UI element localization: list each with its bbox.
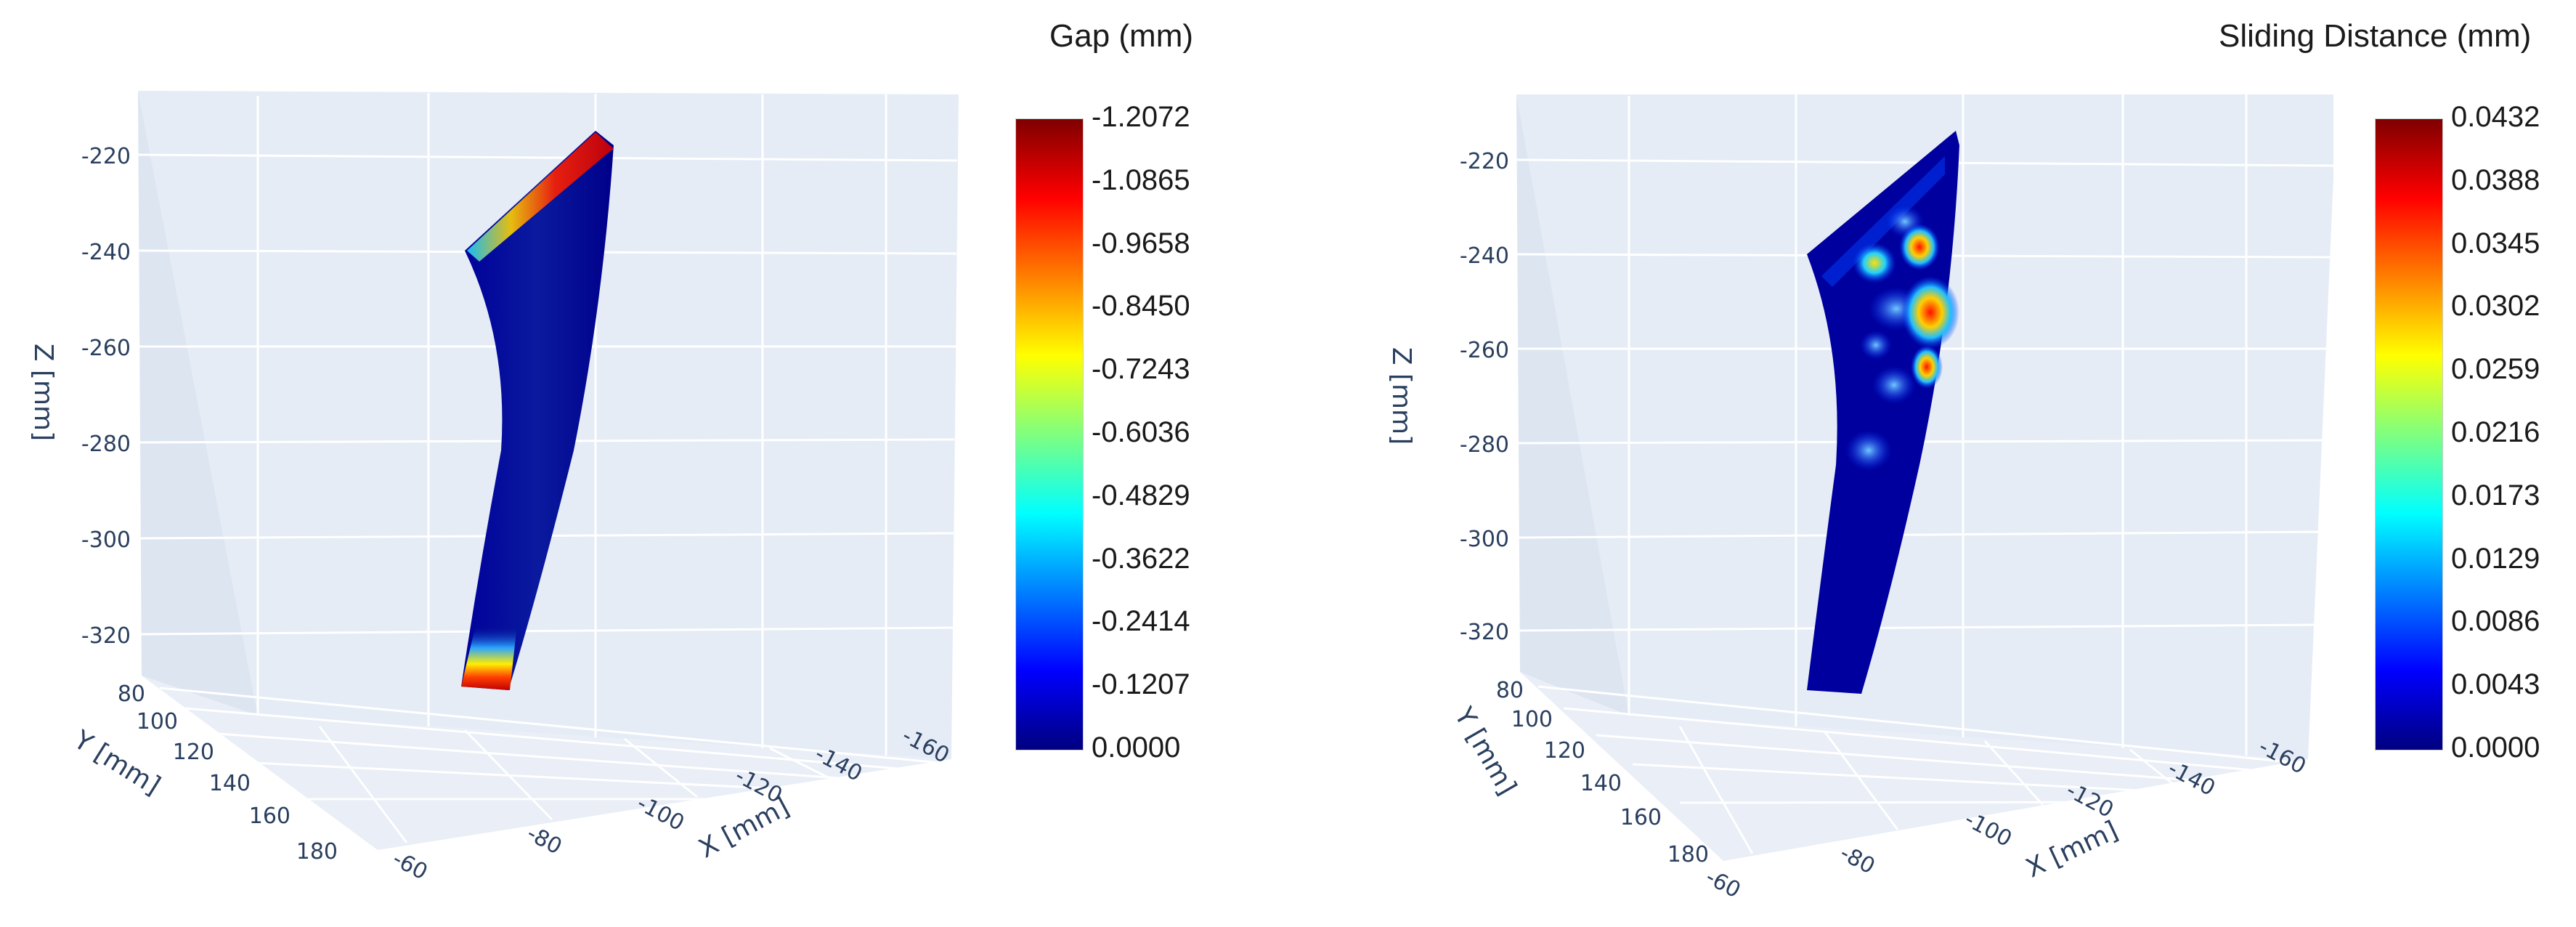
colorbar-tick-label: -0.4829 [1092,479,1190,511]
colorbar-tick-label: -0.1207 [1092,668,1190,701]
z-tick: -240 [81,240,131,265]
y-tick: 140 [209,771,251,796]
y-tick: 120 [1544,738,1585,764]
colorbar-tick-label: 0.0388 [2451,163,2540,196]
side-wall-plane [1516,94,1629,716]
y-tick: 120 [173,740,214,765]
gap-colorbar-title: Gap (mm) [1049,18,1193,54]
z-tick: -300 [1460,527,1509,552]
sliding-surface [1807,131,1959,694]
floor-plane [142,676,951,850]
y-axis-title: Y [mm] [68,724,166,801]
y-tick: 180 [1667,842,1709,867]
y-axis-ticks: 80 100 120 140 160 180 [118,681,338,865]
colorbar-tick-label: -0.7243 [1092,353,1190,386]
colorbar-tick-label: 0.0086 [2451,605,2540,638]
side-wall-plane [138,91,258,716]
z-axis-title: Z [mm] [1386,347,1416,445]
colorbar-tick-label: -0.2414 [1092,605,1190,638]
z-tick: -260 [81,336,131,361]
y-tick: 100 [1511,707,1553,732]
sliding-colorbar [2375,118,2443,750]
y-tick: 180 [296,839,338,865]
sliding-3d-scene[interactable]: -220 -240 -260 -280 -300 -320 Z [mm] 80 … [1288,0,2333,927]
colorbar-tick-label: 0.0000 [1092,732,1181,764]
x-tick: -60 [1702,865,1745,904]
y-tick: 160 [249,803,290,829]
floor-plane [1520,672,2308,861]
colorbar-tick-label: -1.0865 [1092,163,1190,196]
y-tick: 80 [1496,678,1524,703]
colorbar-tick-label: -0.8450 [1092,290,1190,323]
z-tick: -320 [81,623,131,649]
colorbar-tick-label: 0.0259 [2451,353,2540,386]
colorbar-tick-label: 0.0302 [2451,290,2540,323]
z-tick: -300 [81,527,131,553]
x-tick: -80 [523,821,566,860]
y-tick: 100 [137,709,178,734]
colorbar-tick-label: 0.0129 [2451,542,2540,575]
colorbar-tick-label: 0.0345 [2451,227,2540,259]
colorbar-tick-label: -0.3622 [1092,542,1190,575]
gap-surface [461,131,614,690]
colorbar-tick-label: 0.0173 [2451,479,2540,511]
colorbar-tick-label: -1.2072 [1092,101,1190,133]
z-axis-title: Z [mm] [28,344,58,441]
colorbar-tick-label: 0.0043 [2451,668,2540,701]
colorbar-tick-label: 0.0000 [2451,732,2540,764]
z-tick: -220 [1460,149,1509,174]
sliding-plot-panel: -220 -240 -260 -280 -300 -320 Z [mm] 80 … [1288,0,2576,927]
colorbar-tick-label: -0.6036 [1092,416,1190,448]
z-tick: -220 [81,144,131,169]
z-tick: -260 [1460,338,1509,363]
y-tick: 80 [118,681,145,707]
x-axis-title: X [mm] [2022,816,2123,884]
z-axis-ticks: -220 -240 -260 -280 -300 -320 [81,144,131,649]
z-tick: -280 [1460,432,1509,458]
colorbar-tick-label: -0.9658 [1092,227,1190,259]
z-axis-ticks: -220 -240 -260 -280 -300 -320 [1460,149,1509,645]
z-tick: -320 [1460,620,1509,645]
z-tick: -240 [1460,243,1509,269]
gap-colorbar [1015,118,1084,750]
gap-plot-panel: -220 -240 -260 -280 -300 -320 Z [mm] 80 … [0,0,1193,927]
y-tick: 140 [1580,771,1622,796]
colorbar-tick-label: 0.0432 [2451,101,2540,133]
sliding-colorbar-title: Sliding Distance (mm) [2219,18,2532,54]
x-tick: -80 [1836,841,1880,880]
gap-3d-scene[interactable]: -220 -240 -260 -280 -300 -320 Z [mm] 80 … [0,0,988,927]
y-axis-ticks: 80 100 120 140 160 180 [1496,678,1709,867]
colorbar-tick-label: 0.0216 [2451,416,2540,448]
z-tick: -280 [81,432,131,457]
x-tick: -60 [389,846,432,886]
x-axis-title: X [mm] [694,792,795,864]
y-tick: 160 [1620,805,1662,830]
